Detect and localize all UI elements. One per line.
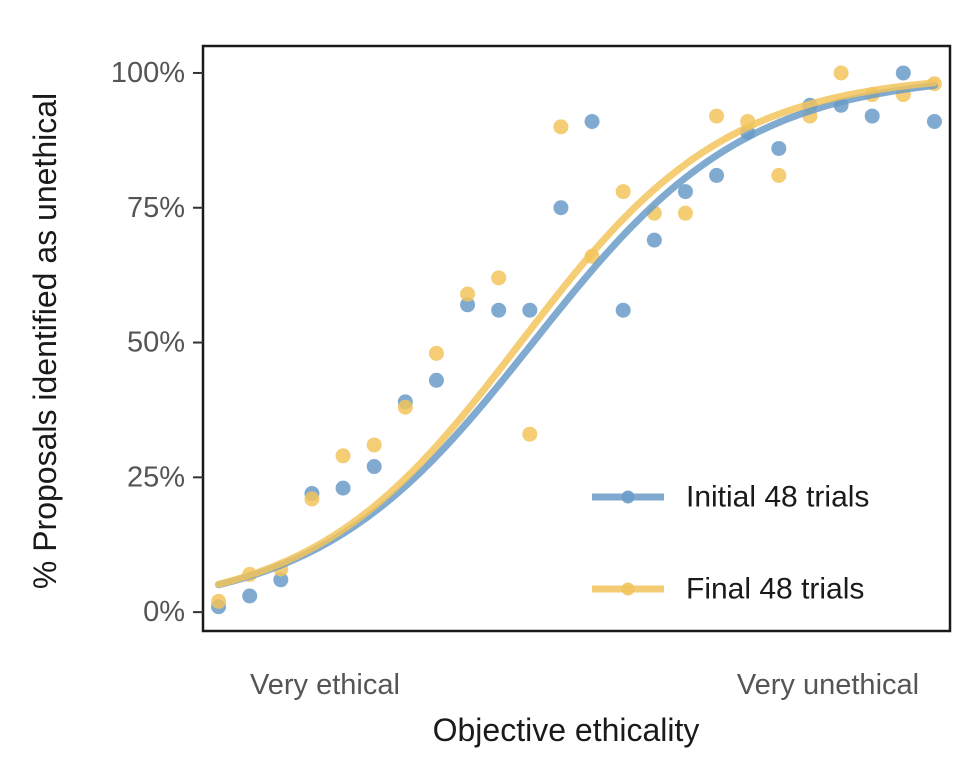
point-initial-8 — [428, 372, 444, 388]
point-initial-14 — [615, 302, 631, 318]
y-tick-label-1: 25% — [127, 461, 185, 493]
y-axis-title: % Proposals identified as unethical — [27, 93, 63, 589]
point-initial-12 — [553, 200, 569, 216]
point-final-6 — [366, 437, 382, 453]
x-tick-label-very-unethical: Very unethical — [737, 669, 919, 701]
legend-key-dot-initial — [621, 490, 635, 504]
point-initial-19 — [771, 140, 787, 156]
point-final-11 — [522, 426, 538, 442]
y-axis: 0% 25% 50% 75% 100% — [111, 57, 203, 628]
legend-key-dot-final — [621, 582, 635, 596]
point-final-4 — [304, 491, 320, 507]
point-initial-17 — [709, 167, 725, 183]
legend: Initial 48 trials Final 48 trials — [592, 481, 869, 606]
point-final-7 — [397, 399, 413, 415]
point-initial-24 — [926, 113, 942, 129]
point-initial-15 — [646, 232, 662, 248]
plot-panel — [201, 44, 952, 633]
x-tick-label-very-ethical: Very ethical — [250, 669, 400, 701]
point-final-8 — [428, 345, 444, 361]
point-final-10 — [491, 270, 507, 286]
point-final-12 — [553, 119, 569, 135]
point-initial-2 — [242, 588, 258, 604]
point-initial-10 — [491, 302, 507, 318]
point-initial-6 — [366, 459, 382, 475]
y-tick-label-2: 50% — [127, 327, 185, 359]
point-final-9 — [460, 286, 476, 302]
x-axis-title: Objective ethicality — [433, 712, 700, 748]
y-tick-label-3: 75% — [127, 192, 185, 224]
point-final-1 — [211, 593, 227, 609]
point-final-16 — [677, 205, 693, 221]
point-final-5 — [335, 448, 351, 464]
fit-curve-final — [215, 79, 938, 588]
point-initial-13 — [584, 113, 600, 129]
legend-label-initial: Initial 48 trials — [686, 481, 869, 514]
point-initial-11 — [522, 302, 538, 318]
point-initial-22 — [864, 108, 880, 124]
point-initial-3 — [273, 572, 289, 588]
point-final-14 — [615, 184, 631, 200]
y-tick-label-4: 100% — [111, 57, 185, 89]
point-initial-16 — [677, 184, 693, 200]
point-initial-23 — [895, 65, 911, 81]
point-final-21 — [833, 65, 849, 81]
x-axis: Very ethical Very unethical — [250, 669, 919, 701]
y-tick-label-0: 0% — [143, 596, 185, 628]
fit-curves — [215, 79, 938, 589]
point-initial-5 — [335, 480, 351, 496]
point-final-19 — [771, 167, 787, 183]
point-final-17 — [709, 108, 725, 124]
legend-label-final: Final 48 trials — [686, 573, 864, 606]
point-initial-9 — [460, 297, 476, 313]
